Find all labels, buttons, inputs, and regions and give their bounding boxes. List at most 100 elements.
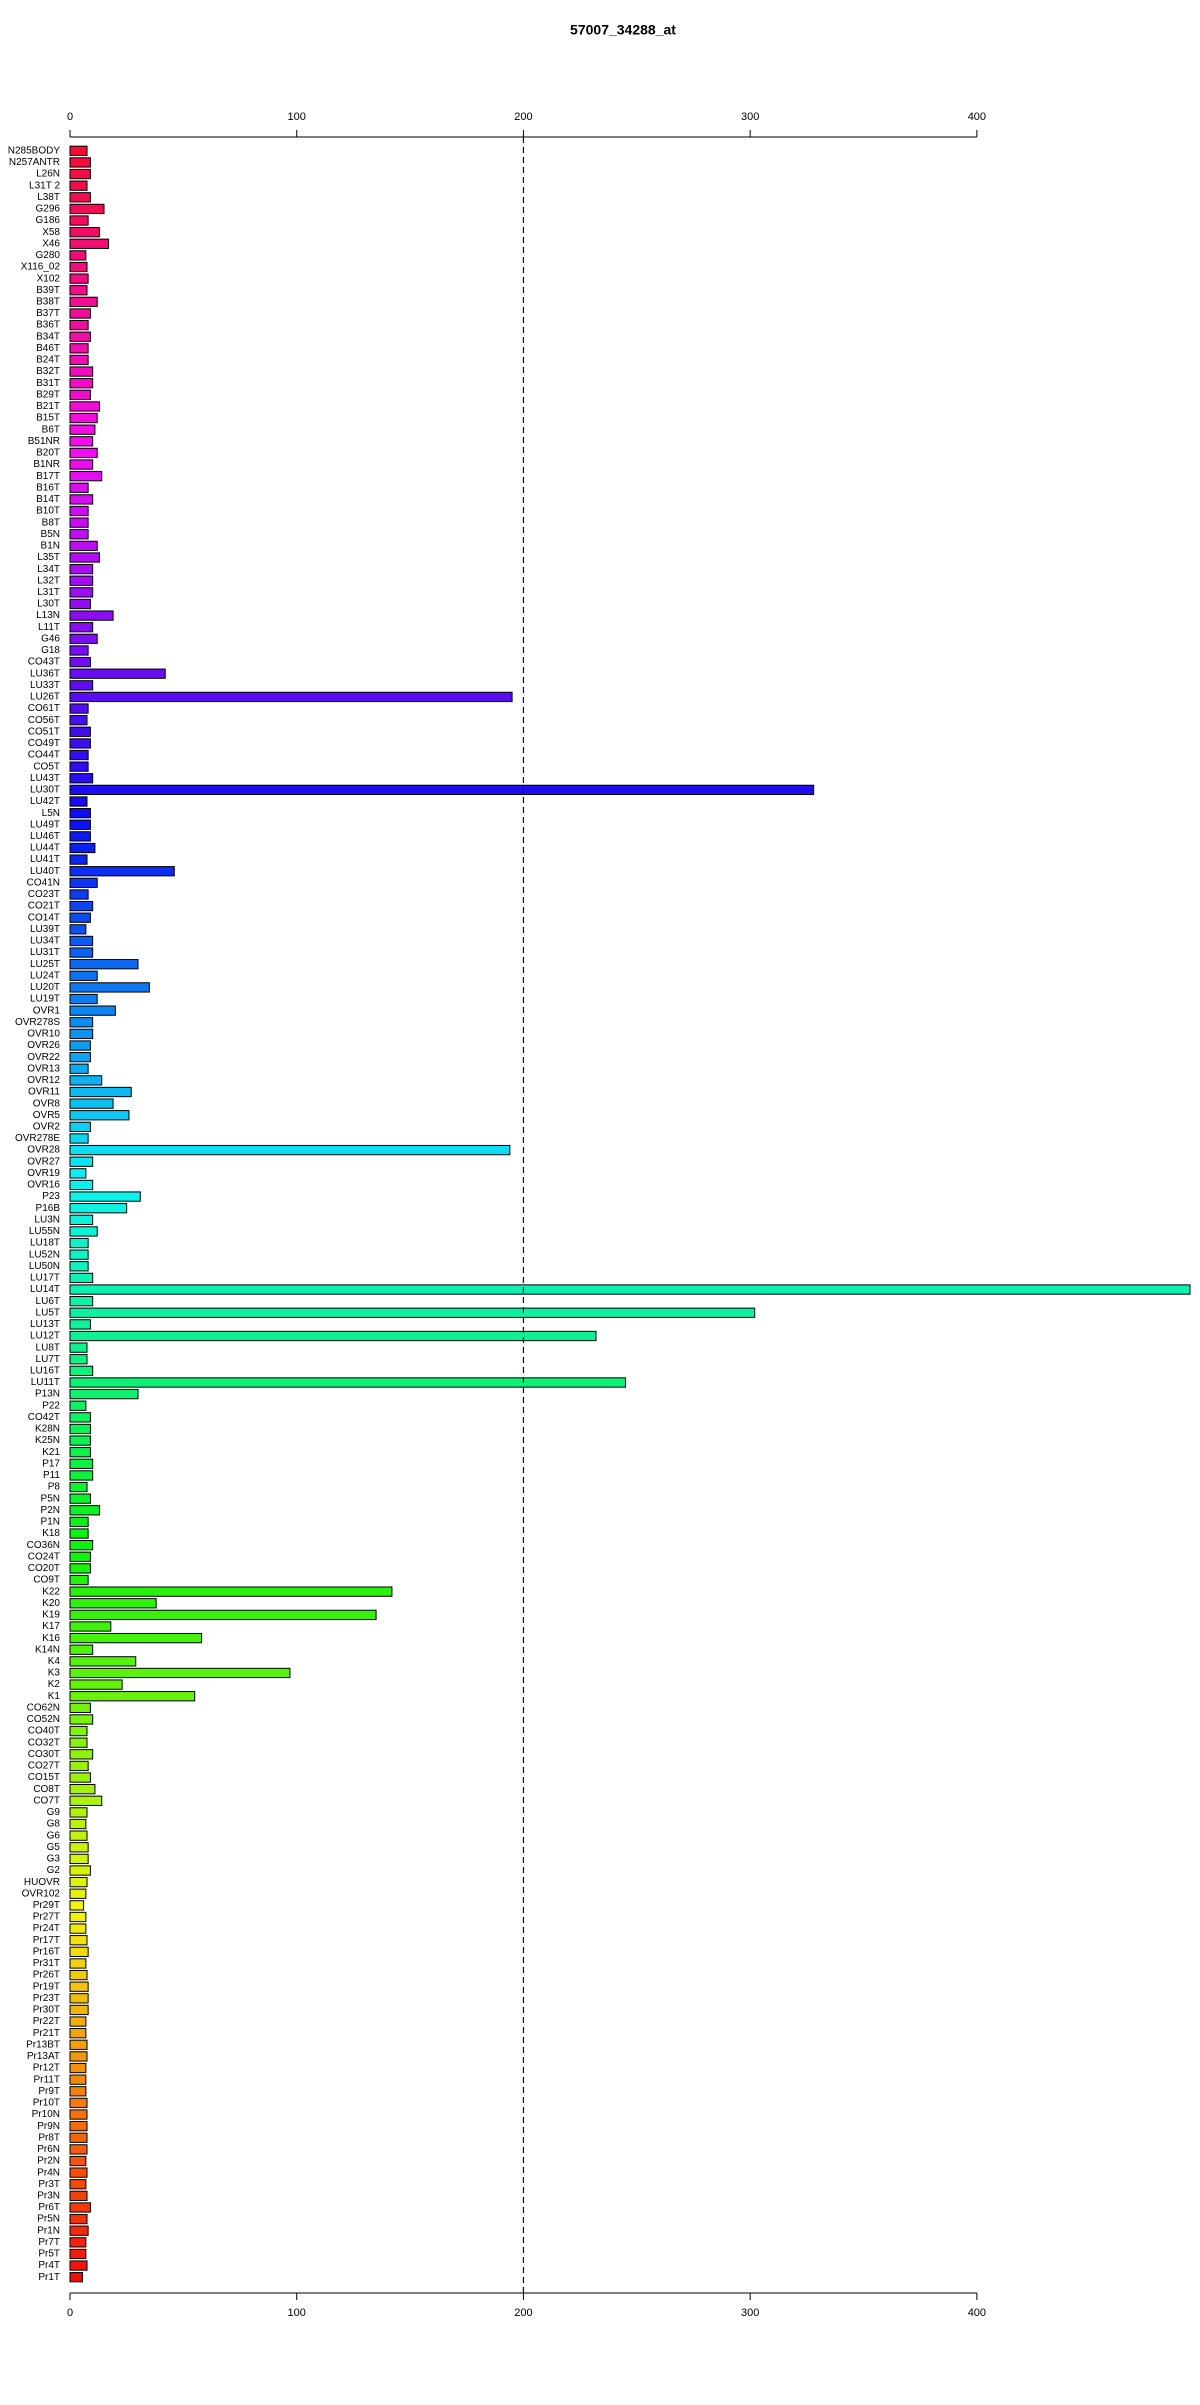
bar [69,656,91,668]
bar [69,343,89,354]
y-tick-label: B29T [36,389,60,400]
y-tick-label: L32T [37,575,60,586]
bar [69,1319,91,1330]
bar [69,2132,88,2143]
y-tick-label: Pr12T [33,2063,60,2074]
y-tick-label: LU16T [30,1366,60,1377]
bar [69,1505,100,1516]
y-tick-label: LU52N [29,1249,60,1260]
bar [69,2004,89,2016]
bar [69,2039,88,2050]
y-tick-label: CO40T [28,1726,60,1737]
x-tick-label: 300 [741,111,759,123]
x-tick-label: 0 [67,111,73,123]
bar [69,273,89,284]
y-tick-label: Pr21T [33,2028,60,2039]
y-tick-label: K16 [42,1633,60,1644]
y-tick-label: P22 [42,1400,60,1411]
bar [69,866,175,877]
bar [69,1086,132,1098]
y-tick-label: L11T [38,622,60,633]
bar [69,1075,103,1086]
bar [69,668,166,679]
y-tick-label: Pr4N [37,2167,60,2178]
bar [69,1470,94,1481]
y-tick-label: HUOVR [24,1877,60,1888]
y-tick-label: B34T [36,331,60,342]
y-tick-label: B24T [36,355,60,366]
y-tick-label: CO15T [28,1772,60,1783]
y-tick-label: G186 [36,215,61,226]
bar [69,2202,91,2213]
y-tick-label: L13N [36,610,60,621]
y-tick-label: K20 [42,1598,60,1609]
x-tick-label: 100 [288,2307,306,2319]
y-tick-label: Pr1T [38,2272,60,2283]
bar [69,331,91,342]
y-tick-label: Pr29T [33,1900,60,1911]
x-tick-label: 200 [514,111,532,123]
bar [69,1051,91,1063]
bar [69,296,98,308]
y-tick-label: Pr6T [38,2202,60,2213]
y-tick-label: LU46T [30,831,60,842]
y-tick-label: G9 [47,1807,61,1818]
bar [69,1330,597,1342]
y-tick-label: Pr9N [37,2121,60,2132]
bar [69,180,88,191]
y-tick-label: L5N [42,808,60,819]
y-tick-label: G3 [47,1854,61,1865]
y-tick-label: B17T [36,471,60,482]
bar [69,2155,87,2167]
y-tick-label: G46 [41,633,60,644]
y-tick-label: Pr8T [38,2132,60,2143]
bar [69,749,89,761]
bar [69,2248,87,2260]
y-tick-label: B37T [36,308,60,319]
bar [69,703,89,714]
y-tick-label: P8 [48,1482,61,1493]
y-tick-label: OVR27 [27,1156,60,1167]
y-tick-label: Pr16T [33,1946,60,1957]
bar [69,1795,103,1806]
y-tick-label: CO14T [28,912,60,923]
bar [69,1388,139,1400]
y-tick-label: OVR102 [22,1888,61,1899]
bar [69,959,139,970]
bar [69,773,94,784]
y-tick-label: CO32T [28,1737,60,1748]
bar [69,680,94,691]
y-tick-label: K28N [35,1424,60,1435]
y-tick-label: LU49T [30,819,60,830]
y-tick-label: P13N [35,1389,60,1400]
bar [69,366,94,377]
bar [69,1667,291,1679]
bar [69,1516,89,1528]
bar [69,622,94,633]
bar [69,1121,91,1133]
y-tick-label: Pr19T [33,1981,60,1992]
y-tick-label: P2N [41,1505,60,1516]
bar [69,285,88,296]
y-tick-label: LU44T [30,843,60,854]
bar [69,2167,88,2178]
bar [69,1598,157,1609]
y-tick-label: OVR8 [33,1098,61,1109]
y-tick-label: G8 [47,1819,61,1830]
bar [69,1574,89,1586]
y-tick-label: K3 [48,1668,61,1679]
y-tick-label: CO9T [33,1575,60,1586]
y-tick-label: OVR278E [15,1133,60,1144]
bar [69,633,98,644]
y-tick-label: P16B [36,1203,61,1214]
y-tick-label: LU20T [30,982,60,993]
y-tick-label: CO5T [33,761,60,772]
bar [69,494,94,505]
bar [69,900,94,912]
bar [69,1632,202,1644]
y-tick-label: Pr13BT [26,2039,60,2050]
bar [69,1226,98,1237]
y-tick-label: G2 [47,1865,61,1876]
y-tick-label: P1N [41,1517,60,1528]
bar [69,308,91,319]
